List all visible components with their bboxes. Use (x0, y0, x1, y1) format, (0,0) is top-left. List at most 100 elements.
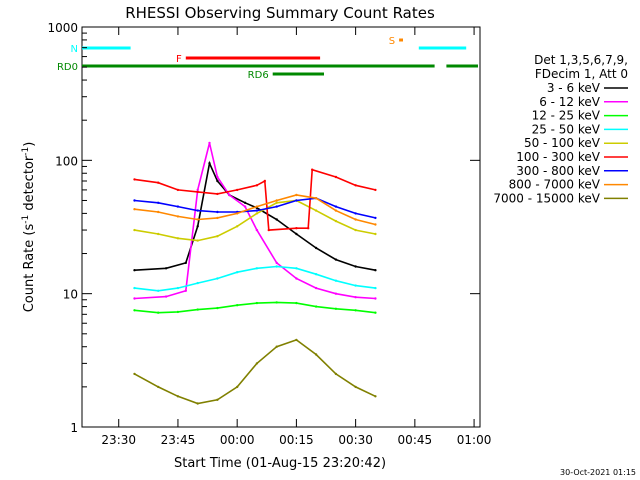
flag-label-0: N (71, 44, 78, 55)
series-2-point-9 (314, 305, 318, 308)
legend-label-4: 50 - 100 keV (524, 136, 601, 150)
legend-label-2: 12 - 25 keV (532, 109, 601, 123)
legend-label-8: 7000 - 15000 keV (493, 191, 600, 205)
series-5-point-10 (307, 227, 310, 230)
y-tick-label-3: 1000 (47, 21, 78, 35)
series-6-point-10 (334, 205, 338, 208)
x-tick-label-4: 00:30 (338, 433, 373, 447)
series-3-point-5 (236, 271, 239, 274)
series-8-point-0 (133, 372, 136, 376)
series-3-point-11 (354, 284, 357, 287)
flag-layer: N F RD0 RD6 S (57, 36, 478, 81)
series-1-point-9 (275, 261, 278, 265)
series-0-point-10 (295, 232, 298, 236)
series-7-point-2 (176, 215, 180, 218)
series-8-point-2 (176, 395, 180, 398)
y-axis-label-sup: -1 (21, 215, 31, 224)
legend: Det 1,3,5,6,7,9, FDecim 1, Att 0 3 - 6 k… (493, 53, 628, 205)
series-7-point-10 (334, 209, 338, 212)
series-6-point-2 (176, 205, 180, 208)
x-tick-label-2: 00:00 (220, 433, 255, 447)
series-3-point-2 (176, 286, 180, 290)
series-0-point-13 (354, 265, 357, 268)
series-2-point-12 (374, 311, 377, 314)
series-7-point-3 (196, 218, 199, 221)
series-0-point-1 (164, 267, 168, 270)
series-line-0 (134, 160, 376, 271)
series-4-point-10 (334, 219, 338, 223)
legend-header-2: FDecim 1, Att 0 (535, 67, 628, 81)
series-1-point-1 (164, 295, 168, 298)
series-5-point-14 (374, 188, 377, 192)
x-ticks: 23:30 23:45 00:00 00:15 00:30 00:45 01:00 (101, 27, 491, 447)
series-5-point-9 (295, 227, 298, 230)
series-2-point-8 (295, 301, 298, 305)
x-tick-label-3: 00:15 (279, 433, 314, 447)
y-ticks: 1 10 100 1000 (47, 21, 480, 435)
series-3-point-12 (374, 286, 377, 290)
series-8-point-3 (196, 402, 199, 405)
y-axis-label-sup2: -1 (21, 147, 31, 156)
series-2-point-10 (334, 307, 338, 310)
y-tick-label-1: 10 (63, 288, 78, 302)
series-5-point-5 (236, 188, 239, 192)
series-1-point-11 (314, 286, 318, 290)
x-tick-label-1: 23:45 (161, 433, 196, 447)
series-7-point-8 (295, 193, 298, 197)
series-4-point-2 (176, 237, 180, 240)
series-5-point-3 (196, 190, 199, 194)
series-4-point-1 (157, 232, 160, 236)
series-5-point-6 (255, 184, 259, 187)
series-7-point-9 (314, 197, 318, 200)
legend-label-5: 100 - 300 keV (516, 150, 600, 164)
legend-label-1: 6 - 12 keV (539, 95, 601, 109)
series-3-point-8 (295, 267, 298, 270)
series-line-5 (134, 168, 376, 231)
series-6-point-1 (157, 201, 160, 204)
series-7-point-1 (157, 210, 160, 214)
series-8-point-11 (354, 385, 357, 389)
legend-label-3: 25 - 50 keV (532, 122, 601, 136)
series-3-point-4 (216, 277, 219, 280)
series-1-point-7 (243, 205, 247, 208)
series-0-point-7 (243, 201, 247, 204)
series-7-point-7 (275, 199, 278, 202)
series-0-point-9 (275, 218, 278, 221)
chart-title: RHESSI Observing Summary Count Rates (125, 4, 435, 22)
series-8-point-5 (236, 385, 239, 389)
series-5-point-4 (216, 192, 219, 196)
series-5-point-11 (311, 168, 314, 171)
series-7-point-12 (374, 223, 377, 226)
legend-header-1: Det 1,3,5,6,7,9, (534, 53, 628, 67)
timestamp: 30-Oct-2021 01:15 (560, 468, 636, 477)
series-5-point-12 (334, 175, 338, 179)
legend-label-7: 800 - 7000 keV (509, 178, 601, 192)
series-2-point-3 (196, 308, 199, 311)
series-4-point-0 (133, 228, 136, 232)
series-8-point-1 (157, 385, 160, 389)
series-0-point-2 (184, 261, 187, 265)
series-5-point-13 (354, 184, 357, 187)
series-2-point-7 (275, 301, 278, 304)
series-6-point-11 (354, 212, 357, 215)
series-2-point-6 (255, 301, 259, 305)
series-2-point-11 (354, 309, 357, 312)
series-5-point-7 (263, 179, 266, 183)
series-7-point-11 (354, 218, 357, 221)
series-3-point-0 (133, 286, 136, 290)
series-2-point-0 (133, 309, 136, 312)
legend-label-0: 3 - 6 keV (547, 81, 601, 95)
y-axis-label-mid: detector (22, 155, 37, 215)
plot-area (81, 26, 481, 428)
series-1-point-12 (334, 292, 338, 295)
series-6-point-3 (196, 209, 199, 212)
series-1-point-0 (133, 297, 136, 300)
series-0-point-12 (334, 258, 338, 261)
series-3-point-1 (157, 289, 160, 292)
series-1-point-2 (184, 289, 187, 292)
x-tick-label-5: 00:45 (398, 433, 433, 447)
series-3-point-6 (255, 267, 259, 270)
series-4-point-12 (374, 232, 377, 236)
series-0-point-4 (208, 162, 211, 165)
x-tick-label-6: 01:00 (457, 433, 492, 447)
